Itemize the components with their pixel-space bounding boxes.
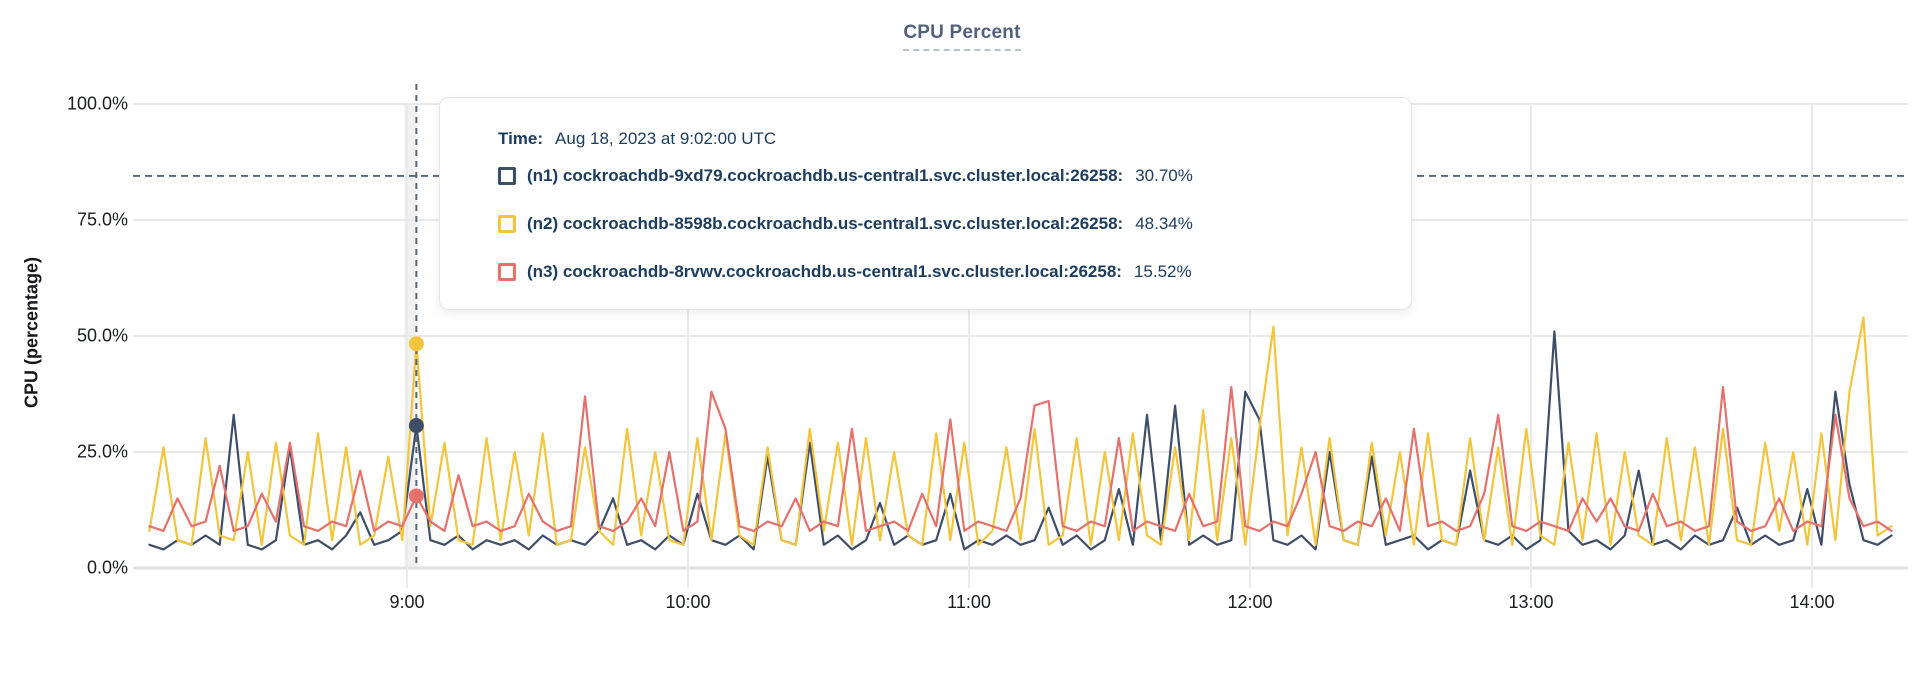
tooltip-series-row-n1: (n1) cockroachdb-9xd79.cockroachdb.us-ce… <box>498 164 1411 188</box>
x-tick-label: 10:00 <box>665 592 711 612</box>
hover-dot-n2 <box>408 336 424 352</box>
tooltip-n3-label: (n3) cockroachdb-8rvwv.cockroachdb.us-ce… <box>527 262 1122 281</box>
x-tick-label: 14:00 <box>1789 592 1835 612</box>
tooltip-n1-label: (n1) cockroachdb-9xd79.cockroachdb.us-ce… <box>527 166 1124 185</box>
series-n3-swatch-icon <box>498 263 516 281</box>
x-tick-label: 13:00 <box>1508 592 1554 612</box>
tooltip-n1-value: 30.70% <box>1135 166 1193 185</box>
hover-tooltip: Time: Aug 18, 2023 at 9:02:00 UTC (n1) c… <box>439 97 1412 310</box>
series-line-n2 <box>148 316 1893 546</box>
tooltip-time-value: Aug 18, 2023 at 9:02:00 UTC <box>555 129 777 148</box>
x-tick-label: 9:00 <box>389 592 425 612</box>
y-tick-label: 75.0% <box>76 209 128 230</box>
chart-header: CPU Percent <box>0 22 1924 51</box>
tooltip-n2-value: 48.34% <box>1135 214 1193 233</box>
tooltip-n2-label: (n2) cockroachdb-8598b.cockroachdb.us-ce… <box>527 214 1124 233</box>
tooltip-n3-value: 15.52% <box>1133 262 1192 281</box>
chart-title[interactable]: CPU Percent <box>903 22 1021 51</box>
tooltip-series-row-n3: (n3) cockroachdb-8rvwv.cockroachdb.us-ce… <box>498 260 1411 284</box>
tooltip-time-label: Time: <box>498 129 544 148</box>
y-tick-label: 25.0% <box>76 441 128 462</box>
x-tick-label: 12:00 <box>1227 592 1273 612</box>
y-tick-label: 100.0% <box>66 93 128 114</box>
y-tick-label: 50.0% <box>76 325 128 346</box>
series-line-n1 <box>148 330 1893 551</box>
x-tick-label: 11:00 <box>947 592 991 612</box>
series-n2-swatch-icon <box>498 215 516 233</box>
hover-dot-n1 <box>408 418 424 434</box>
y-tick-label: 0.0% <box>86 557 128 578</box>
hover-dot-n3 <box>408 488 424 504</box>
series-line-n3 <box>148 385 1893 533</box>
tooltip-time-row: Time: Aug 18, 2023 at 9:02:00 UTC <box>498 127 1411 151</box>
series-n1-swatch-icon <box>498 167 516 185</box>
tooltip-series-row-n2: (n2) cockroachdb-8598b.cockroachdb.us-ce… <box>498 212 1411 236</box>
